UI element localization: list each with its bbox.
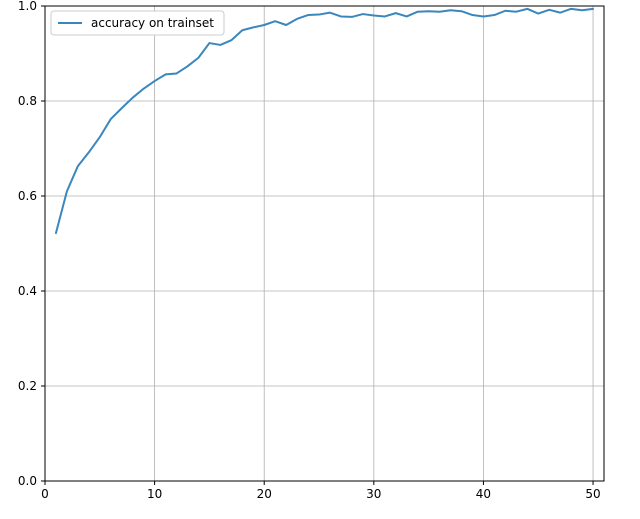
plot-frame <box>44 5 605 482</box>
legend-label: accuracy on trainset <box>91 16 214 30</box>
axis-ticks: 0 10 20 30 40 50 0.0 0.2 0.4 0.6 0.8 1.0 <box>18 0 601 501</box>
series-line <box>54 7 595 235</box>
y-tick-label: 0.2 <box>18 379 37 393</box>
legend: accuracy on trainset <box>50 10 225 36</box>
x-tick-label: 0 <box>41 487 49 501</box>
y-tick-label: 0.8 <box>18 94 37 108</box>
grid-lines <box>44 5 604 482</box>
y-tick-label: 1.0 <box>18 0 37 13</box>
y-tick-label: 0.6 <box>18 189 37 203</box>
series-layer <box>54 7 595 235</box>
y-tick-label: 0.0 <box>18 474 37 488</box>
x-tick-label: 50 <box>585 487 600 501</box>
y-tick-label: 0.4 <box>18 284 37 298</box>
legend-box <box>50 10 225 36</box>
x-tick-label: 20 <box>257 487 272 501</box>
x-tick-label: 30 <box>366 487 381 501</box>
x-tick-label: 40 <box>476 487 491 501</box>
x-tick-label: 10 <box>147 487 162 501</box>
